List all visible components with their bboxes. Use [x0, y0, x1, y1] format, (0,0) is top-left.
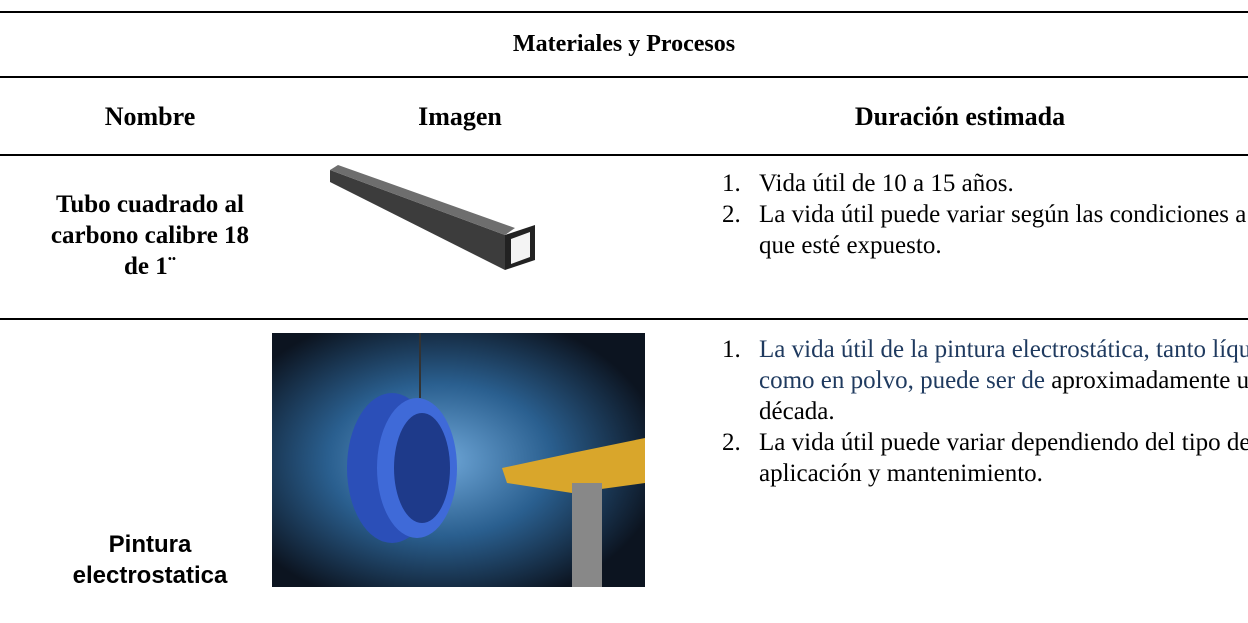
- header: Nombre: [104, 101, 196, 131]
- item-text: La vida útil puede variar según las cond…: [759, 201, 1248, 259]
- rule: [0, 318, 1248, 320]
- list-item: La vida útil puede variar dependiendo de…: [747, 427, 1248, 489]
- item-text: Vida útil de 10 a 15 años.: [759, 170, 1014, 197]
- item-text: La vida útil de la pintura electrostátic…: [759, 336, 1248, 394]
- list-item: La vida útil puede variar según las cond…: [747, 199, 1248, 261]
- duration-list: Vida útil de 10 a 15 años. La vida útil …: [697, 168, 1248, 261]
- rule: [0, 76, 1248, 78]
- table-title: Materiales y Procesos: [512, 31, 736, 57]
- header: Duración estimada: [854, 101, 1066, 131]
- list-item: Vida útil de 10 a 15 años.: [747, 168, 1248, 199]
- duration-list: La vida útil de la pintura electrostátic…: [697, 334, 1248, 489]
- paint-image: [272, 333, 645, 587]
- rule: [0, 154, 1248, 156]
- item-text: aproximadamente una década.: [759, 367, 1248, 425]
- row-name: Pintura electrostatica: [72, 531, 228, 589]
- item-text: La vida útil puede variar dependiendo de…: [759, 429, 1248, 487]
- tube-image: [330, 165, 535, 270]
- rule: [0, 11, 1248, 13]
- header: Imagen: [418, 101, 502, 131]
- list-item: La vida útil de la pintura electrostátic…: [747, 334, 1248, 427]
- row-name: Tubo cuadrado al carbono calibre 18 de 1…: [50, 190, 250, 280]
